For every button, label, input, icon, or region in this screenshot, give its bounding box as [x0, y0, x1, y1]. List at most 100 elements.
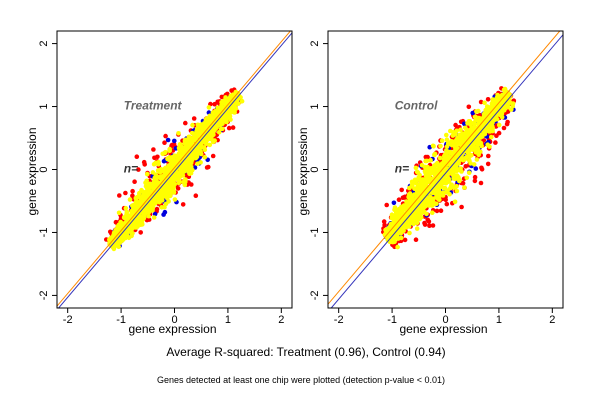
reference-line	[328, 31, 561, 305]
data-point	[396, 206, 402, 212]
data-point	[430, 210, 435, 215]
data-point	[121, 215, 127, 220]
data-point	[212, 138, 217, 143]
data-point	[407, 230, 412, 236]
data-point	[428, 157, 433, 163]
data-point	[439, 182, 444, 187]
data-point	[456, 141, 462, 147]
data-point	[414, 226, 420, 231]
data-point	[424, 179, 430, 185]
data-point	[427, 197, 433, 203]
data-point	[212, 101, 217, 107]
data-point	[393, 210, 399, 215]
data-point	[412, 186, 417, 192]
data-point	[472, 178, 478, 184]
data-point	[470, 110, 476, 116]
data-point	[466, 104, 472, 110]
data-point	[152, 175, 158, 180]
data-point	[115, 224, 120, 229]
n-label: n=	[395, 162, 409, 176]
data-point	[122, 233, 127, 238]
data-point	[421, 209, 427, 215]
data-point	[472, 125, 478, 130]
data-point	[144, 185, 150, 190]
data-point	[507, 100, 513, 105]
data-point	[179, 169, 185, 175]
data-point	[452, 199, 458, 205]
y-axis-title: gene expression	[296, 127, 310, 215]
data-point	[457, 167, 463, 173]
data-point	[189, 182, 194, 187]
data-point	[401, 205, 407, 211]
data-point	[204, 119, 209, 124]
data-point	[485, 97, 491, 102]
data-point	[412, 214, 418, 219]
data-point	[219, 94, 225, 100]
data-point	[233, 89, 239, 95]
data-point	[432, 201, 438, 206]
data-point	[384, 202, 390, 208]
data-point	[198, 151, 204, 157]
data-point	[224, 119, 229, 125]
data-point	[454, 188, 460, 194]
data-point	[429, 202, 434, 207]
data-point	[130, 193, 135, 198]
data-point	[191, 137, 196, 143]
data-point	[151, 215, 157, 220]
x-tick-label: -2	[334, 314, 344, 326]
data-point	[449, 183, 454, 188]
data-point	[228, 110, 233, 115]
data-point	[184, 157, 190, 163]
data-point	[492, 114, 497, 120]
reference-line	[57, 31, 292, 307]
data-point	[205, 137, 211, 142]
data-point	[389, 212, 395, 217]
data-point	[207, 113, 213, 119]
data-point	[163, 133, 168, 139]
y-tick-label: 1	[309, 103, 321, 109]
data-point	[153, 160, 159, 166]
data-point	[484, 104, 490, 109]
data-point	[445, 155, 451, 160]
data-point	[477, 149, 483, 154]
data-point	[501, 105, 507, 110]
data-point	[172, 138, 177, 144]
y-tick-label: 0	[38, 166, 50, 172]
data-point	[165, 137, 171, 143]
data-point	[487, 144, 492, 149]
data-point	[453, 146, 459, 151]
data-point	[456, 135, 462, 140]
data-point	[505, 109, 511, 114]
data-point	[192, 133, 197, 139]
data-point	[419, 162, 425, 168]
y-tick-label: -1	[309, 228, 321, 238]
data-point	[139, 187, 144, 193]
data-point	[154, 206, 160, 212]
data-point	[422, 183, 428, 189]
data-point	[188, 155, 193, 160]
data-point	[157, 180, 163, 186]
data-point	[202, 147, 208, 153]
data-point	[209, 132, 214, 138]
data-point	[152, 155, 157, 161]
data-point	[133, 203, 139, 208]
data-point	[127, 197, 133, 202]
data-point	[123, 205, 129, 211]
data-point	[211, 129, 216, 134]
data-point	[176, 131, 181, 136]
data-point	[216, 130, 222, 135]
data-point	[444, 137, 450, 142]
panel-title: Control	[395, 99, 438, 113]
data-point	[238, 95, 243, 100]
data-point	[471, 134, 477, 139]
n-label: n=	[124, 162, 138, 176]
data-point	[429, 188, 435, 193]
scatter-panel-treatment: -2 -1 0 1 2 -2 -1 0 1 2 gene expression gene expres…	[25, 30, 293, 336]
data-point	[427, 223, 432, 228]
data-point	[199, 122, 204, 127]
data-point	[490, 126, 496, 131]
data-point	[187, 171, 192, 177]
data-point	[471, 162, 477, 167]
data-point	[177, 147, 182, 152]
